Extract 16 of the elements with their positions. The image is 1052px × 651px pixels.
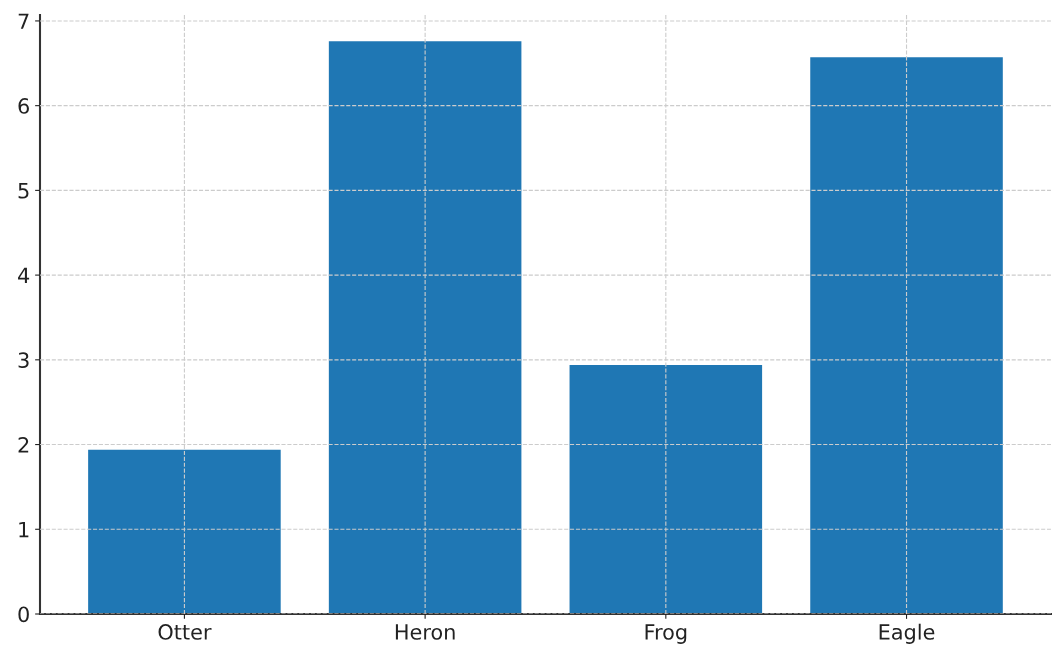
bar — [88, 449, 281, 614]
bar — [328, 41, 522, 614]
bar — [569, 364, 763, 614]
x-tick-label: Frog — [645, 624, 687, 644]
y-tick-label: 6 — [18, 98, 29, 114]
x-tick-label: Otter — [158, 624, 212, 640]
y-tick-label: 7 — [18, 13, 29, 29]
x-tick-label: Heron — [395, 624, 455, 640]
y-tick-label: 0 — [18, 606, 29, 623]
y-tick-label: 4 — [18, 267, 30, 284]
bar — [810, 57, 1003, 614]
x-tick-label: Eagle — [879, 623, 935, 644]
y-tick-label: 1 — [19, 522, 29, 538]
y-tick-label: 2 — [18, 437, 29, 453]
y-tick-label: 5 — [18, 183, 29, 199]
y-tick-label: 3 — [18, 352, 29, 369]
